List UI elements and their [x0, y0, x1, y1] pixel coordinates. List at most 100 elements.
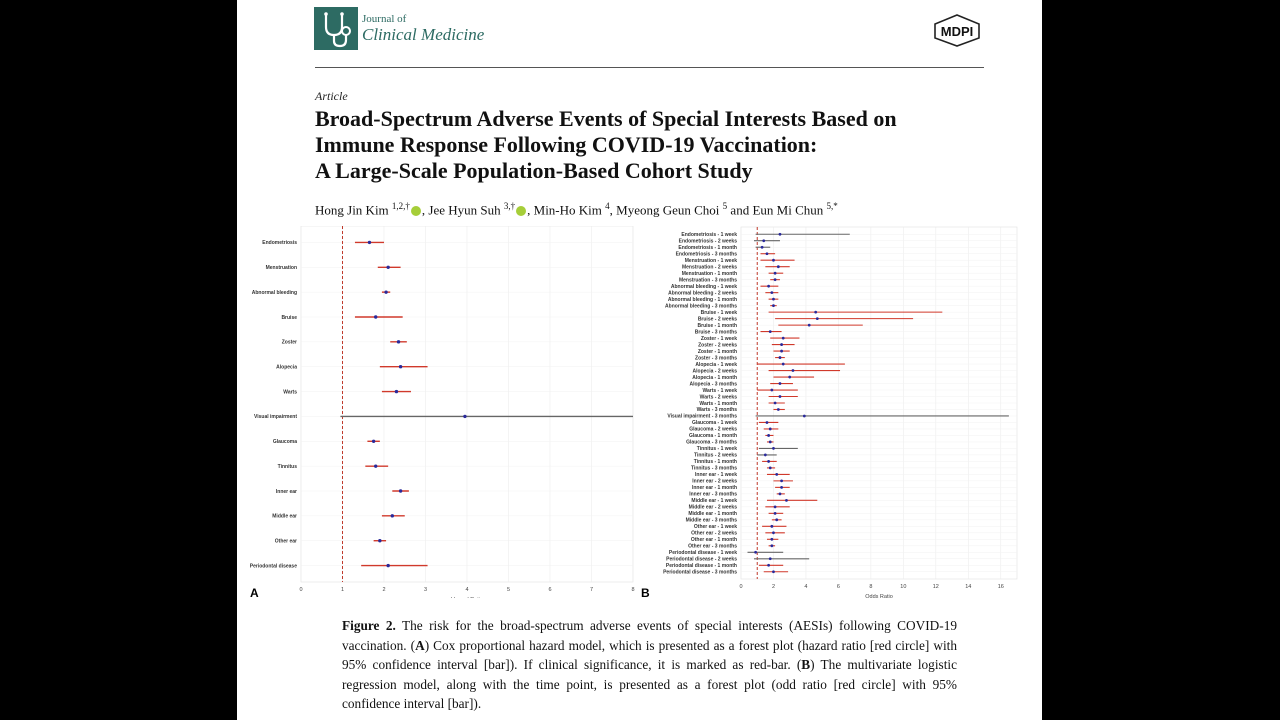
estimate-point [754, 550, 758, 554]
estimate-point [772, 297, 775, 301]
panel-label-b: B [641, 586, 650, 600]
row-label: Endometriosis [262, 240, 297, 246]
row-label: Middle ear - 1 week [691, 498, 737, 504]
estimate-point [394, 389, 399, 394]
x-tick-label: 16 [998, 584, 1004, 590]
estimate-point [770, 524, 774, 528]
row-label: Visual impairment [254, 414, 297, 420]
x-tick-label: 3 [424, 587, 427, 593]
title-line: Broad-Spectrum Adverse Events of Special… [315, 106, 897, 131]
author-sep: , [421, 202, 429, 218]
x-tick-label: 0 [739, 584, 742, 590]
author-sep: , [527, 202, 534, 218]
row-label: Endometriosis - 2 weeks [679, 238, 738, 244]
article-title: Broad-Spectrum Adverse Events of Special… [315, 106, 995, 184]
caption-text: The risk for the broad-spectrum adverse … [342, 618, 957, 653]
estimate-point [390, 514, 394, 518]
row-label: Warts [283, 389, 297, 395]
estimate-point [773, 401, 777, 405]
x-tick-label: 8 [869, 584, 872, 590]
estimate-point [398, 489, 403, 493]
row-label: Zoster - 1 week [701, 336, 737, 342]
estimate-point [772, 258, 775, 262]
row-label: Other ear - 3 months [688, 544, 737, 550]
row-label: Bruise [281, 315, 297, 321]
estimate-point [773, 278, 777, 282]
row-label: Other ear - 1 week [694, 524, 737, 530]
row-label: Abnormal bleeding - 1 week [671, 284, 737, 290]
row-label: Endometriosis - 1 month [678, 245, 737, 251]
row-label: Glaucoma [273, 439, 297, 445]
author-affil: 1,2,† [391, 201, 410, 211]
row-label: Glaucoma - 3 months [686, 440, 737, 446]
journal-name-line1: Journal of [362, 13, 407, 25]
row-label: Middle ear - 2 weeks [689, 505, 738, 511]
x-tick-label: 12 [933, 584, 939, 590]
estimate-point [374, 464, 378, 468]
orcid-icon[interactable] [410, 206, 421, 217]
row-label: Zoster - 2 weeks [698, 342, 737, 348]
x-tick-label: 6 [837, 584, 840, 590]
estimate-point [776, 265, 780, 269]
estimate-point [781, 362, 785, 366]
x-tick-label: 14 [965, 584, 971, 590]
estimate-point [772, 304, 775, 308]
estimate-point [386, 265, 390, 269]
row-label: Zoster - 1 month [698, 349, 737, 355]
row-label: Tinnitus - 2 weeks [694, 453, 737, 459]
row-label: Periodontal disease - 1 week [669, 550, 737, 556]
estimate-point [778, 382, 782, 385]
estimate-point [778, 395, 782, 398]
row-label: Glaucoma - 1 month [689, 433, 737, 439]
estimate-point [765, 252, 769, 256]
caption-ref-a: A [415, 637, 425, 653]
row-label: Tinnitus - 1 month [694, 459, 737, 465]
row-label: Alopecia - 1 week [695, 362, 737, 368]
row-label: Warts - 3 months [697, 407, 738, 413]
row-label: Abnormal bleeding [252, 290, 297, 296]
mdpi-logo-icon: MDPI [934, 14, 980, 47]
row-label: Menstruation - 3 months [679, 277, 737, 283]
estimate-point [770, 291, 774, 295]
estimate-point [765, 421, 769, 424]
row-label: Periodontal disease - 3 months [663, 570, 737, 576]
estimate-point [768, 440, 772, 444]
author-name: Myeong Geun Choi [616, 202, 720, 218]
title-line: A Large-Scale Population-Based Cohort St… [315, 158, 753, 183]
row-label: Abnormal bleeding - 2 weeks [668, 290, 737, 296]
row-label: Glaucoma - 2 weeks [689, 427, 737, 433]
estimate-point [384, 290, 388, 294]
author-sep: , [609, 202, 617, 218]
row-label: Bruise - 1 week [701, 310, 738, 316]
estimate-point [778, 232, 782, 236]
author-affil: 3,† [503, 201, 516, 211]
estimate-point [780, 485, 783, 489]
x-tick-label: 6 [548, 587, 551, 593]
estimate-point [773, 505, 777, 509]
row-label: Endometriosis - 1 week [681, 232, 737, 238]
row-label: Abnormal bleeding - 3 months [665, 303, 737, 309]
row-label: Menstruation [266, 265, 297, 271]
orcid-icon[interactable] [516, 206, 527, 217]
caption-text: The multivariate logistic regression mod… [342, 657, 957, 711]
row-label: Zoster [282, 340, 297, 346]
row-label: Inner ear - 2 weeks [692, 479, 737, 485]
x-tick-label: 10 [900, 584, 906, 590]
estimate-point [374, 315, 378, 319]
row-label: Middle ear - 1 month [688, 511, 737, 517]
estimate-point [378, 539, 382, 543]
estimate-point [768, 427, 772, 431]
estimate-point [768, 466, 772, 470]
x-tick-label: 0 [299, 587, 302, 593]
x-tick-label: 2 [382, 587, 385, 593]
row-label: Inner ear [276, 489, 297, 495]
estimate-point [807, 323, 811, 327]
estimate-point [768, 557, 772, 561]
row-label: Menstruation - 1 month [682, 271, 737, 277]
author-name: Hong Jin Kim [315, 202, 389, 218]
publisher-text: MDPI [941, 24, 974, 39]
row-label: Warts - 1 month [699, 401, 737, 407]
estimate-point [775, 518, 779, 522]
estimate-point [398, 365, 403, 369]
